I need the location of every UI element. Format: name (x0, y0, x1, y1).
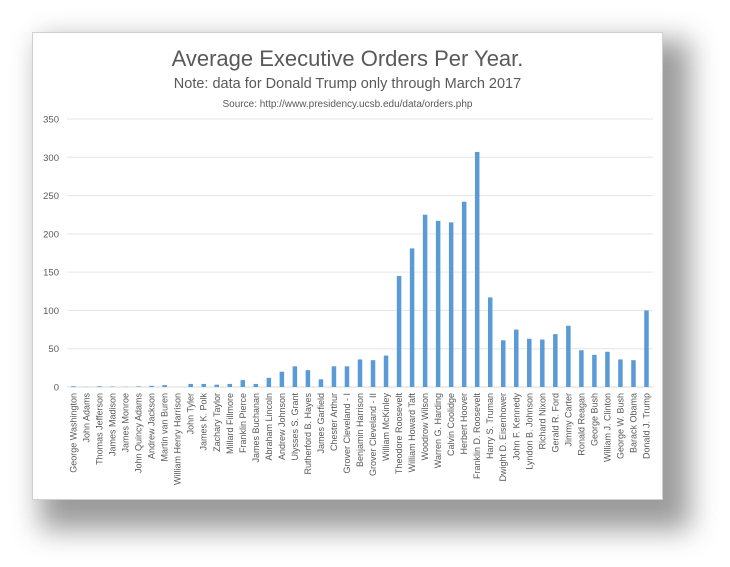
x-tick-label: William J. Clinton (602, 393, 612, 462)
x-tick-label: Millard Fillmore (225, 393, 235, 454)
bar (435, 220, 441, 387)
bar (318, 379, 324, 387)
y-tick-label: 50 (48, 344, 59, 355)
x-tick-label: Chester Arthur (329, 393, 339, 451)
bar (540, 339, 545, 387)
bar (396, 275, 402, 387)
x-tick-label: John Tyler (186, 393, 196, 434)
x-tick-label: James Madison (108, 393, 118, 456)
x-tick-label: Franklin Pierce (238, 393, 248, 453)
chart-source: Source: http://www.presidency.ucsb.edu/d… (222, 99, 473, 110)
bar (514, 329, 519, 387)
x-tick-label: Ulysses S. Grant (290, 393, 300, 461)
chart-card: Average Executive Orders Per Year. Note:… (32, 32, 663, 500)
x-tick-label: Theodore Roosevelt (394, 393, 404, 475)
x-tick-label: William McKinley (381, 393, 391, 462)
x-tick-label: Jimmy Carter (563, 393, 573, 447)
x-tick-label: Grover Cleveland - I (342, 393, 352, 474)
bar (292, 366, 298, 387)
x-tick-label: John Quincy Adams (134, 393, 144, 474)
bar (253, 383, 259, 387)
bar (136, 386, 141, 387)
bar (162, 385, 167, 387)
y-tick-label: 350 (43, 115, 59, 126)
bar (97, 386, 102, 387)
bar (357, 359, 363, 387)
x-tick-label: James Monroe (121, 393, 131, 453)
x-tick-label: Zachary Taylor (212, 393, 222, 452)
bar (553, 334, 558, 387)
x-tick-label: Dwight D. Eisenhower (498, 393, 508, 482)
bar (227, 383, 233, 387)
x-tick-label: Donald J. Trump (641, 393, 651, 459)
bar (605, 351, 610, 387)
x-tick-label: Herbert Hoover (459, 393, 469, 455)
bar (448, 222, 454, 387)
bar (461, 201, 467, 387)
x-tick-label: Gerald R. Ford (550, 393, 560, 453)
bar (566, 325, 571, 387)
bar (592, 354, 597, 387)
x-tick-label: Martin van Buren (160, 393, 170, 462)
x-tick-label: Thomas Jefferson (95, 393, 105, 465)
x-tick-label: Benjamin Harrison (355, 393, 365, 467)
bar (527, 338, 532, 387)
x-tick-label: William Henry Harrison (173, 393, 183, 485)
x-tick-label: Harry S. Truman (485, 393, 495, 459)
x-tick-label: Grover Cleveland - II (368, 393, 378, 476)
bar (240, 380, 246, 387)
bar (71, 386, 76, 387)
y-tick-label: 200 (43, 229, 59, 240)
x-tick-label: George Bush (589, 393, 599, 446)
x-tick-label: Barack Obama (628, 393, 638, 453)
bar (579, 350, 584, 387)
bar (344, 366, 350, 387)
bar (266, 377, 272, 387)
bar (487, 297, 493, 387)
x-tick-label: Calvin Coolidge (446, 393, 456, 456)
x-tick-label: Andrew Johnson (277, 393, 287, 460)
x-tick-label: John F. Kennedy (511, 393, 521, 461)
x-tick-label: Woodrow Wilson (420, 393, 430, 460)
x-tick-label: George W. Bush (615, 393, 625, 459)
bar (188, 383, 193, 387)
x-tick-label: Andrew Jackson (147, 393, 157, 459)
bar (370, 360, 376, 387)
bar (618, 359, 623, 387)
y-tick-label: 300 (43, 153, 59, 164)
bar (305, 370, 311, 387)
chart-subtitle: Note: data for Donald Trump only through… (173, 76, 522, 92)
bar (279, 371, 285, 387)
y-tick-label: 150 (43, 268, 59, 279)
chart-title: Average Executive Orders Per Year. (171, 46, 524, 71)
x-tick-label: Franklin D. Roosevelt (472, 393, 482, 480)
bar (500, 340, 506, 387)
bar (631, 360, 636, 387)
bar (201, 383, 206, 387)
x-tick-label: Richard Nixon (537, 393, 547, 450)
y-tick-label: 0 (54, 383, 59, 394)
x-tick-label: Rutherford B. Hayes (303, 393, 313, 475)
x-tick-label: James Garfield (316, 393, 326, 454)
bar (149, 385, 154, 387)
bar (383, 355, 389, 387)
x-tick-label: Warren G. Harding (433, 393, 443, 468)
y-tick-label: 100 (43, 306, 59, 317)
y-tick-label: 250 (43, 191, 59, 202)
x-tick-label: Lyndon B. Johnson (524, 393, 534, 470)
x-tick-label: James K. Polk (199, 393, 209, 451)
bar (214, 384, 220, 387)
bar (409, 248, 415, 387)
x-tick-label: George Washington (69, 393, 79, 473)
x-tick-label: John Adams (82, 393, 92, 443)
bar (474, 151, 480, 387)
bar (644, 310, 649, 387)
bar (331, 366, 337, 387)
x-tick-label: William Howard Taft (407, 393, 417, 473)
x-tick-label: Ronald Reagan (576, 393, 586, 456)
x-tick-label: Abraham Lincoln (264, 393, 274, 461)
bar (422, 214, 428, 387)
x-tick-label: James Buchanan (251, 393, 261, 463)
